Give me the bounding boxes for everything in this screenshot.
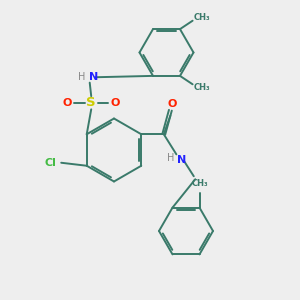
Text: CH₃: CH₃	[193, 13, 210, 22]
Text: O: O	[62, 98, 72, 108]
Text: S: S	[86, 96, 96, 109]
Text: N: N	[177, 155, 186, 165]
Text: Cl: Cl	[45, 158, 57, 168]
Text: H: H	[167, 153, 174, 163]
Text: CH₃: CH₃	[191, 179, 208, 188]
Text: CH₃: CH₃	[193, 83, 210, 92]
Text: O: O	[167, 99, 177, 109]
Text: O: O	[110, 98, 120, 108]
Text: N: N	[89, 72, 98, 82]
Text: H: H	[78, 72, 85, 82]
